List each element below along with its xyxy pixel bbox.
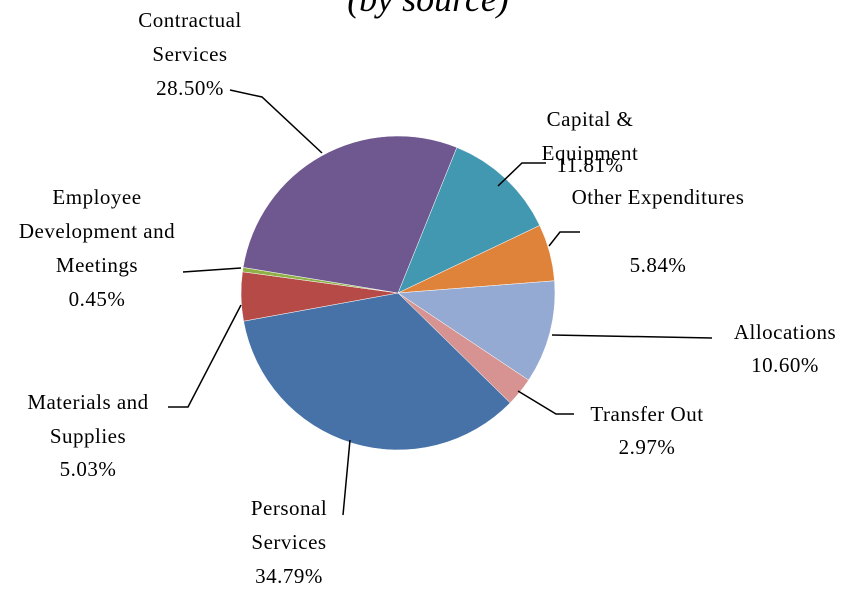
slice-label: Other Expenditures	[571, 185, 745, 209]
slice-value-label: 11.81%	[556, 153, 624, 177]
slice-value-label: 5.03%	[59, 457, 117, 481]
leader-line	[551, 334, 713, 339]
leader-line	[548, 231, 580, 247]
slice-value-label: 34.79%	[255, 564, 323, 588]
slice-value-label: 0.45%	[68, 287, 126, 311]
slice-value-label: 28.50%	[156, 76, 224, 100]
pie-slice	[243, 292, 511, 451]
slice-label: Employee Development and Meetings	[18, 185, 176, 277]
leader-line	[182, 267, 242, 273]
slice-value-label: 2.97%	[618, 435, 676, 459]
leader-line	[497, 162, 546, 187]
slice-label: Capital & Equipment	[541, 107, 639, 165]
slice-value-label: 5.84%	[629, 253, 687, 277]
slice-label: Transfer Out	[590, 402, 704, 426]
slice-value-label: 10.60%	[751, 353, 819, 377]
pie-slice	[397, 280, 556, 381]
leader-line	[168, 304, 242, 408]
leader-line	[517, 390, 574, 415]
pie-slice	[242, 135, 458, 294]
slice-label: Personal Services	[250, 496, 328, 554]
slice-label: Materials and Supplies	[27, 390, 149, 448]
slice-label: Contractual Services	[138, 8, 242, 66]
leader-line	[229, 89, 323, 154]
chart-title: (by source)	[347, 0, 509, 20]
slice-label: Allocations	[733, 320, 837, 344]
leader-line	[342, 439, 351, 516]
